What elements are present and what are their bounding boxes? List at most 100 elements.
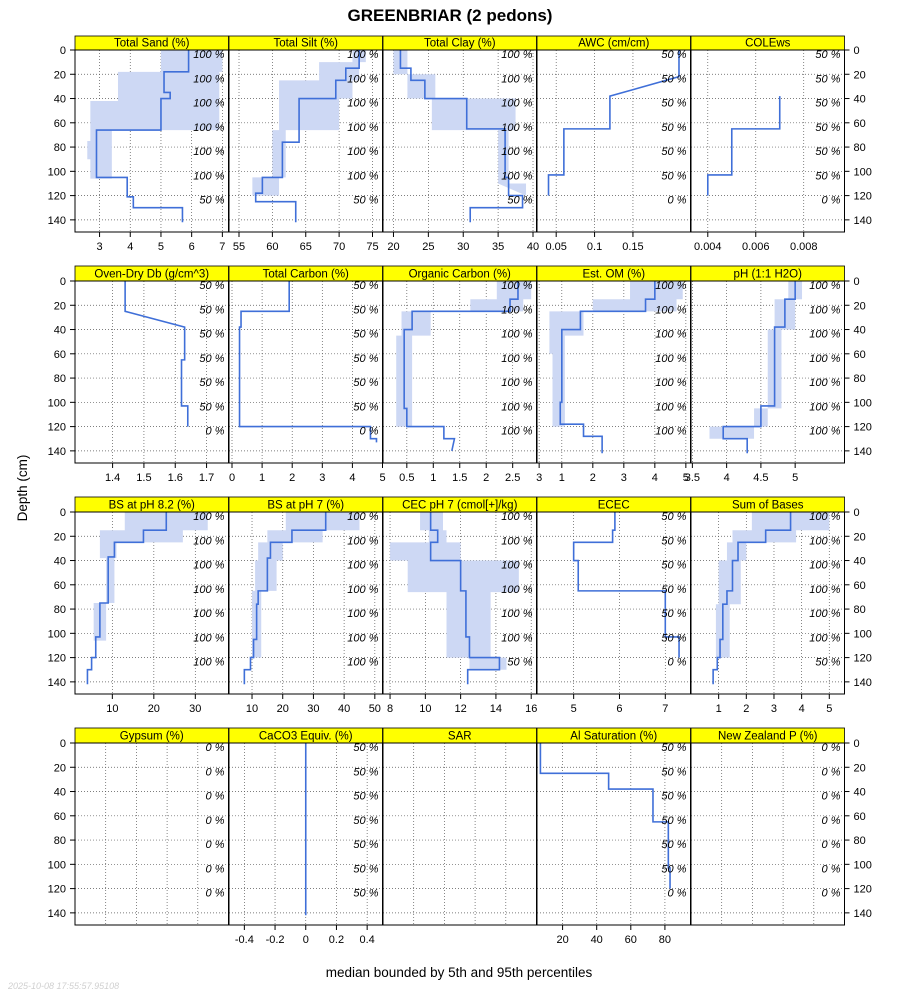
median-line — [706, 96, 781, 196]
panel-14: ECEC 50 % 50 % 50 % 50 % 50 % 50 % 0 % 5 6 7 — [536, 496, 691, 715]
pct-label: 50 % — [353, 195, 378, 207]
x-tick-label: 6 — [616, 703, 622, 715]
pct-label: 50 % — [353, 791, 378, 803]
panel-19: Al Saturation (%) 50 % 50 % 50 % 50 % 50 % 50 … — [536, 727, 691, 946]
x-tick-label: 8 — [387, 703, 393, 715]
y-tick-label: 120 — [854, 653, 872, 665]
panel-8: Organic Carbon (%)100 %100 %100 %100 %10… — [382, 265, 542, 484]
median-line — [429, 512, 501, 685]
panel-frame — [690, 280, 845, 464]
pct-label: 100 % — [193, 632, 224, 644]
pct-label: 50 % — [507, 195, 532, 207]
pct-label: 100 % — [655, 377, 686, 389]
x-tick-label: 5 — [379, 472, 385, 484]
x-tick-label: 25 — [422, 241, 434, 253]
panel-11: BS at pH 8.2 (%)100 %100 %100 %100 %100 … — [48, 496, 229, 715]
pct-label: 100 % — [501, 632, 532, 644]
y-tick-label: 20 — [854, 69, 866, 81]
pct-label: 0 % — [206, 426, 225, 438]
y-tick-label: 100 — [854, 166, 872, 178]
x-tick-label: -0.4 — [235, 934, 254, 946]
pct-label: 50 % — [661, 742, 686, 754]
median-line — [572, 512, 680, 658]
pct-label: 100 % — [347, 535, 378, 547]
pct-label: 100 % — [347, 511, 378, 523]
x-tick-label: 0.4 — [360, 934, 375, 946]
pct-label: 0 % — [822, 888, 841, 900]
pct-label: 50 % — [661, 511, 686, 523]
x-tick-label: 0.006 — [742, 241, 770, 253]
pct-label: 100 % — [193, 584, 224, 596]
y-tick-label: 140 — [854, 215, 872, 227]
pct-label: 50 % — [353, 401, 378, 413]
y-axis-title: Depth (cm) — [15, 455, 30, 522]
y-tick-label: 60 — [54, 811, 66, 823]
pct-label: 50 % — [353, 839, 378, 851]
pct-label: 50 % — [199, 304, 224, 316]
pct-label: 50 % — [661, 49, 686, 61]
median-line — [86, 512, 168, 685]
x-tick-label: 3 — [621, 472, 627, 484]
y-tick-label: 20 — [54, 531, 66, 543]
y-tick-label: 60 — [54, 349, 66, 361]
y-tick-label: 100 — [48, 628, 66, 640]
panel-strip-label: COLEws — [745, 38, 791, 50]
x-tick-label: 3 — [536, 472, 542, 484]
percentile-band — [396, 281, 532, 427]
pct-label: 50 % — [353, 888, 378, 900]
x-tick-label: 14 — [490, 703, 502, 715]
pct-label: 100 % — [501, 146, 532, 158]
panel-frame — [382, 742, 537, 926]
pct-label: 50 % — [815, 657, 840, 669]
x-tick-label: 5 — [826, 703, 832, 715]
pct-label: 50 % — [353, 815, 378, 827]
pct-label: 0 % — [822, 195, 841, 207]
x-tick-label: 7 — [662, 703, 668, 715]
pct-label: 50 % — [199, 377, 224, 389]
panel-6: Oven-Dry Db (g/cm^3)50 %50 %50 %50 %50 %… — [48, 265, 229, 484]
pct-label: 100 % — [809, 608, 840, 620]
pct-label: 50 % — [661, 170, 686, 182]
pct-label: 50 % — [815, 73, 840, 85]
percentile-band — [549, 281, 683, 427]
median-line — [243, 512, 327, 685]
pct-label: 100 % — [501, 535, 532, 547]
x-tick-label: 10 — [106, 703, 118, 715]
x-tick-label: 4 — [799, 703, 805, 715]
y-tick-label: 140 — [854, 908, 872, 920]
pct-label: 50 % — [353, 353, 378, 365]
x-tick-label: 20 — [387, 241, 399, 253]
x-tick-label: 2 — [483, 472, 489, 484]
pct-label: 50 % — [661, 98, 686, 110]
y-tick-label: 40 — [854, 325, 866, 337]
pct-label: 100 % — [501, 511, 532, 523]
percentile-band — [709, 281, 803, 439]
y-tick-label: 40 — [54, 556, 66, 568]
x-tick-label: 5 — [792, 472, 798, 484]
panel-strip-label: CaCO3 Equiv. (%) — [259, 731, 353, 743]
median-line — [712, 512, 792, 685]
y-tick-label: 0 — [854, 507, 860, 519]
pct-label: 0 % — [360, 426, 379, 438]
x-tick-label: 4 — [349, 472, 355, 484]
pct-label: 50 % — [661, 791, 686, 803]
pct-label: 50 % — [353, 304, 378, 316]
x-tick-label: 0.15 — [622, 241, 643, 253]
x-tick-label: -0.2 — [266, 934, 285, 946]
y-tick-label: 100 — [48, 397, 66, 409]
pct-label: 50 % — [353, 280, 378, 292]
x-tick-label: 0.5 — [399, 472, 414, 484]
panel-strip-label: Gypsum (%) — [120, 731, 184, 743]
pct-label: 100 % — [501, 73, 532, 85]
x-tick-label: 20 — [277, 703, 289, 715]
pct-label: 100 % — [501, 353, 532, 365]
median-line — [254, 50, 360, 223]
x-tick-label: 4 — [127, 241, 133, 253]
pct-label: 100 % — [501, 280, 532, 292]
y-tick-label: 100 — [854, 397, 872, 409]
y-tick-label: 100 — [48, 166, 66, 178]
median-line — [399, 50, 524, 223]
x-tick-label: 1.5 — [136, 472, 151, 484]
pct-label: 100 % — [193, 511, 224, 523]
pct-label: 50 % — [661, 632, 686, 644]
